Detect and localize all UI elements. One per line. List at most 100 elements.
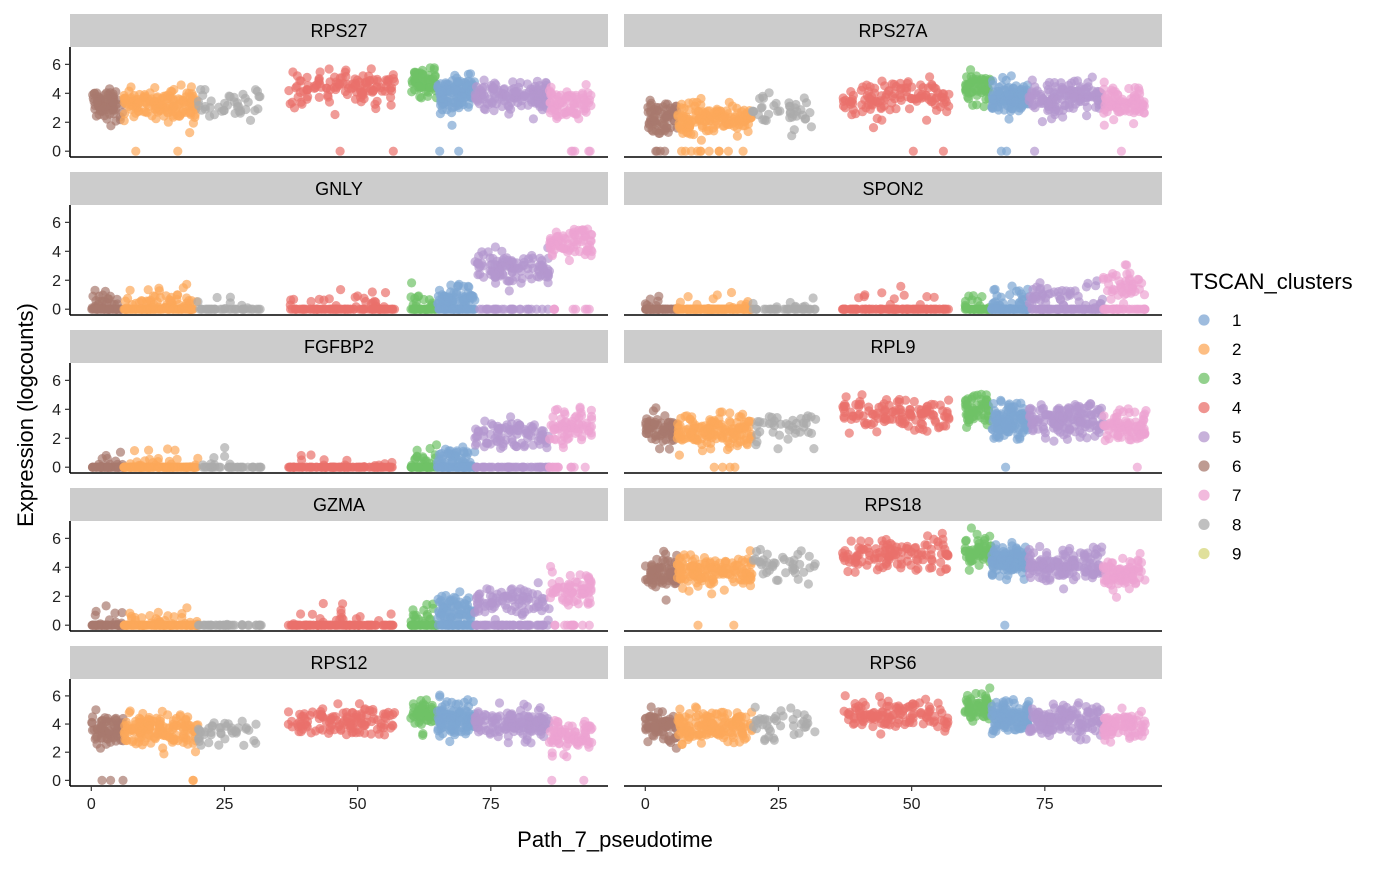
data-point: [144, 285, 153, 294]
y-tick-label: 4: [52, 402, 61, 419]
data-point: [527, 274, 536, 283]
data-point: [1133, 463, 1142, 472]
data-point: [891, 409, 900, 418]
data-point: [847, 305, 856, 314]
data-point: [200, 85, 209, 94]
data-point: [529, 441, 538, 450]
data-point: [720, 113, 729, 122]
data-point: [156, 621, 165, 630]
data-point: [1139, 415, 1148, 424]
data-point: [925, 406, 934, 415]
data-point: [348, 463, 357, 472]
data-point: [901, 417, 910, 426]
data-point: [727, 288, 736, 297]
data-point: [168, 305, 177, 314]
data-point: [502, 92, 511, 101]
data-point: [749, 107, 758, 116]
data-point: [179, 283, 188, 292]
data-point: [783, 435, 792, 444]
data-point: [385, 463, 394, 472]
data-point: [168, 107, 177, 116]
data-point: [877, 104, 886, 113]
data-point: [1077, 409, 1086, 418]
data-point: [389, 147, 398, 156]
data-point: [415, 92, 424, 101]
data-point: [333, 463, 342, 472]
data-point: [512, 258, 521, 267]
data-point: [900, 291, 909, 300]
data-point: [167, 619, 176, 628]
data-point: [351, 293, 360, 302]
data-point: [869, 418, 878, 427]
data-point: [1070, 92, 1079, 101]
data-point: [389, 74, 398, 83]
data-point: [137, 305, 146, 314]
data-point: [1046, 289, 1055, 298]
data-point: [997, 147, 1006, 156]
data-point: [472, 82, 481, 91]
data-point: [840, 400, 849, 409]
data-point: [210, 305, 219, 314]
data-point: [238, 90, 247, 99]
data-point: [893, 397, 902, 406]
data-point: [651, 147, 660, 156]
data-point: [665, 444, 674, 453]
data-point: [305, 463, 314, 472]
facet-panel-spon2: SPON2: [624, 172, 1162, 315]
data-point: [155, 286, 164, 295]
data-point: [1063, 435, 1072, 444]
data-point: [944, 396, 953, 405]
data-point: [587, 428, 596, 437]
data-point: [550, 105, 559, 114]
data-point: [1086, 399, 1095, 408]
data-point: [201, 305, 210, 314]
facet-strip-label: FGFBP2: [304, 337, 374, 357]
data-point: [696, 147, 705, 156]
data-point: [513, 426, 522, 435]
data-point: [163, 444, 172, 453]
data-point: [752, 437, 761, 446]
data-point: [891, 104, 900, 113]
data-point: [426, 444, 435, 453]
data-point: [319, 296, 328, 305]
data-point: [1140, 290, 1149, 299]
data-point: [1127, 435, 1136, 444]
data-point: [253, 104, 262, 113]
data-point: [187, 82, 196, 91]
data-point: [483, 438, 492, 447]
data-point: [131, 147, 140, 156]
data-point: [414, 82, 423, 91]
data-point: [709, 430, 718, 439]
data-point: [944, 102, 953, 111]
data-point: [142, 621, 151, 630]
data-point: [435, 463, 444, 472]
data-point: [111, 457, 120, 466]
data-point: [1082, 282, 1091, 291]
data-point: [425, 83, 434, 92]
data-point: [683, 119, 692, 128]
data-point: [357, 305, 366, 314]
data-point: [381, 288, 390, 297]
data-point: [370, 100, 379, 109]
data-point: [91, 611, 100, 620]
data-point: [512, 463, 521, 472]
data-point: [1066, 287, 1075, 296]
data-point: [565, 256, 574, 265]
data-point: [656, 117, 665, 126]
data-point: [367, 64, 376, 73]
data-point: [306, 450, 315, 459]
data-point: [129, 621, 138, 630]
data-point: [330, 110, 339, 119]
data-point: [150, 104, 159, 113]
data-point: [673, 112, 682, 121]
data-point: [225, 92, 234, 101]
data-point: [1044, 85, 1053, 94]
data-point: [533, 77, 542, 86]
data-point: [809, 293, 818, 302]
data-point: [471, 425, 480, 434]
data-point: [718, 423, 727, 432]
data-point: [479, 426, 488, 435]
data-point: [1103, 286, 1112, 295]
data-point: [574, 230, 583, 239]
data-point: [522, 305, 531, 314]
